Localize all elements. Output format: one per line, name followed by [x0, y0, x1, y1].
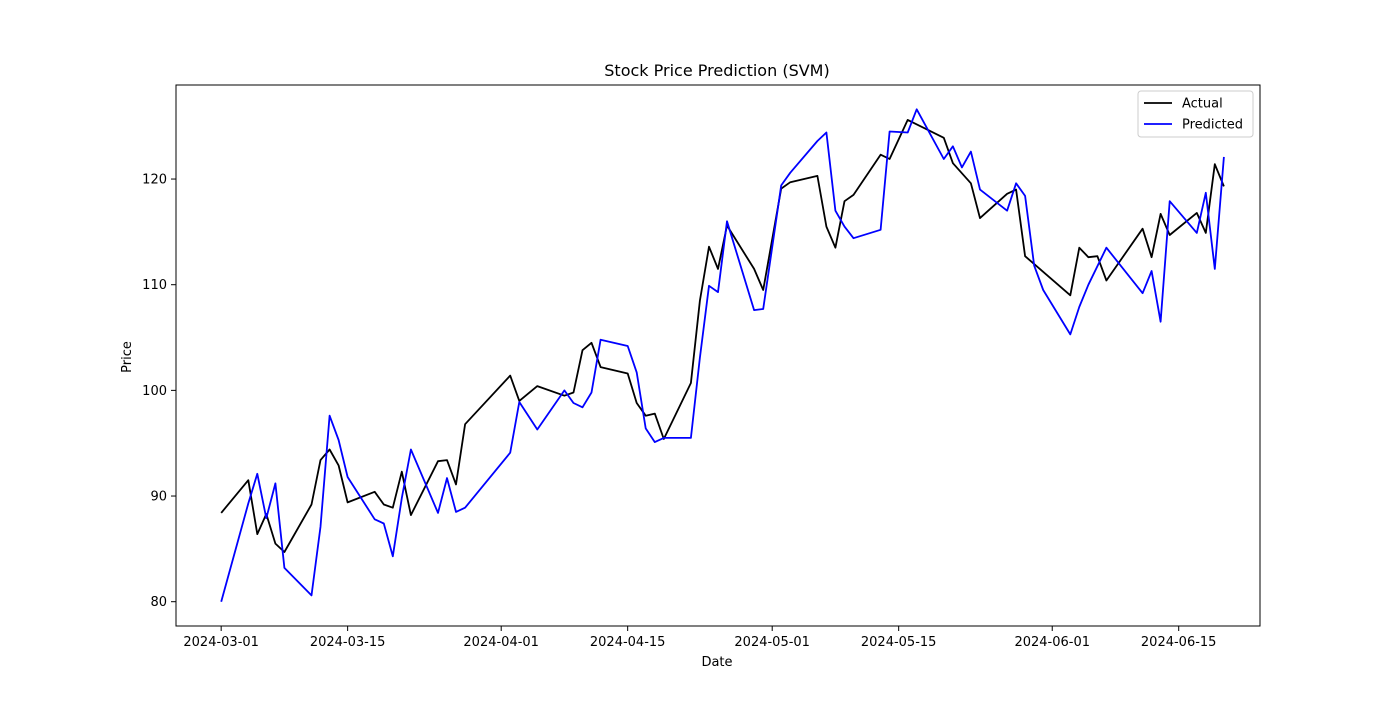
legend-label-actual: Actual	[1182, 97, 1223, 112]
y-tick-label: 100	[142, 384, 167, 399]
y-tick-label: 110	[142, 278, 167, 293]
x-tick-label: 2024-03-15	[310, 635, 386, 650]
x-tick-label: 2024-05-01	[734, 635, 810, 650]
y-tick-label: 80	[150, 595, 167, 610]
plot-frame	[175, 84, 1261, 627]
chart-title: Stock Price Prediction (SVM)	[604, 61, 829, 80]
series-line-predicted	[220, 108, 1225, 602]
series-line-actual	[220, 119, 1225, 553]
axes-layer: 2024-03-01 2024-03-15 2024-04-01 2024-04-15…	[142, 84, 1261, 650]
x-axis-label: Date	[701, 655, 732, 670]
y-axis-label: Price	[120, 341, 135, 373]
x-tick-label: 2024-04-15	[590, 635, 666, 650]
x-tick-label: 2024-06-01	[1014, 635, 1090, 650]
x-tick-label: 2024-05-15	[861, 635, 937, 650]
y-tick-label: 120	[142, 173, 167, 188]
x-tick-label: 2024-06-15	[1141, 635, 1217, 650]
legend: Actual Predicted	[1137, 90, 1254, 138]
legend-label-predicted: Predicted	[1182, 118, 1243, 133]
y-tick-label: 90	[150, 490, 167, 505]
x-tick-label: 2024-04-01	[463, 635, 539, 650]
x-tick-label: 2024-03-01	[183, 635, 259, 650]
series-layer	[220, 108, 1225, 602]
